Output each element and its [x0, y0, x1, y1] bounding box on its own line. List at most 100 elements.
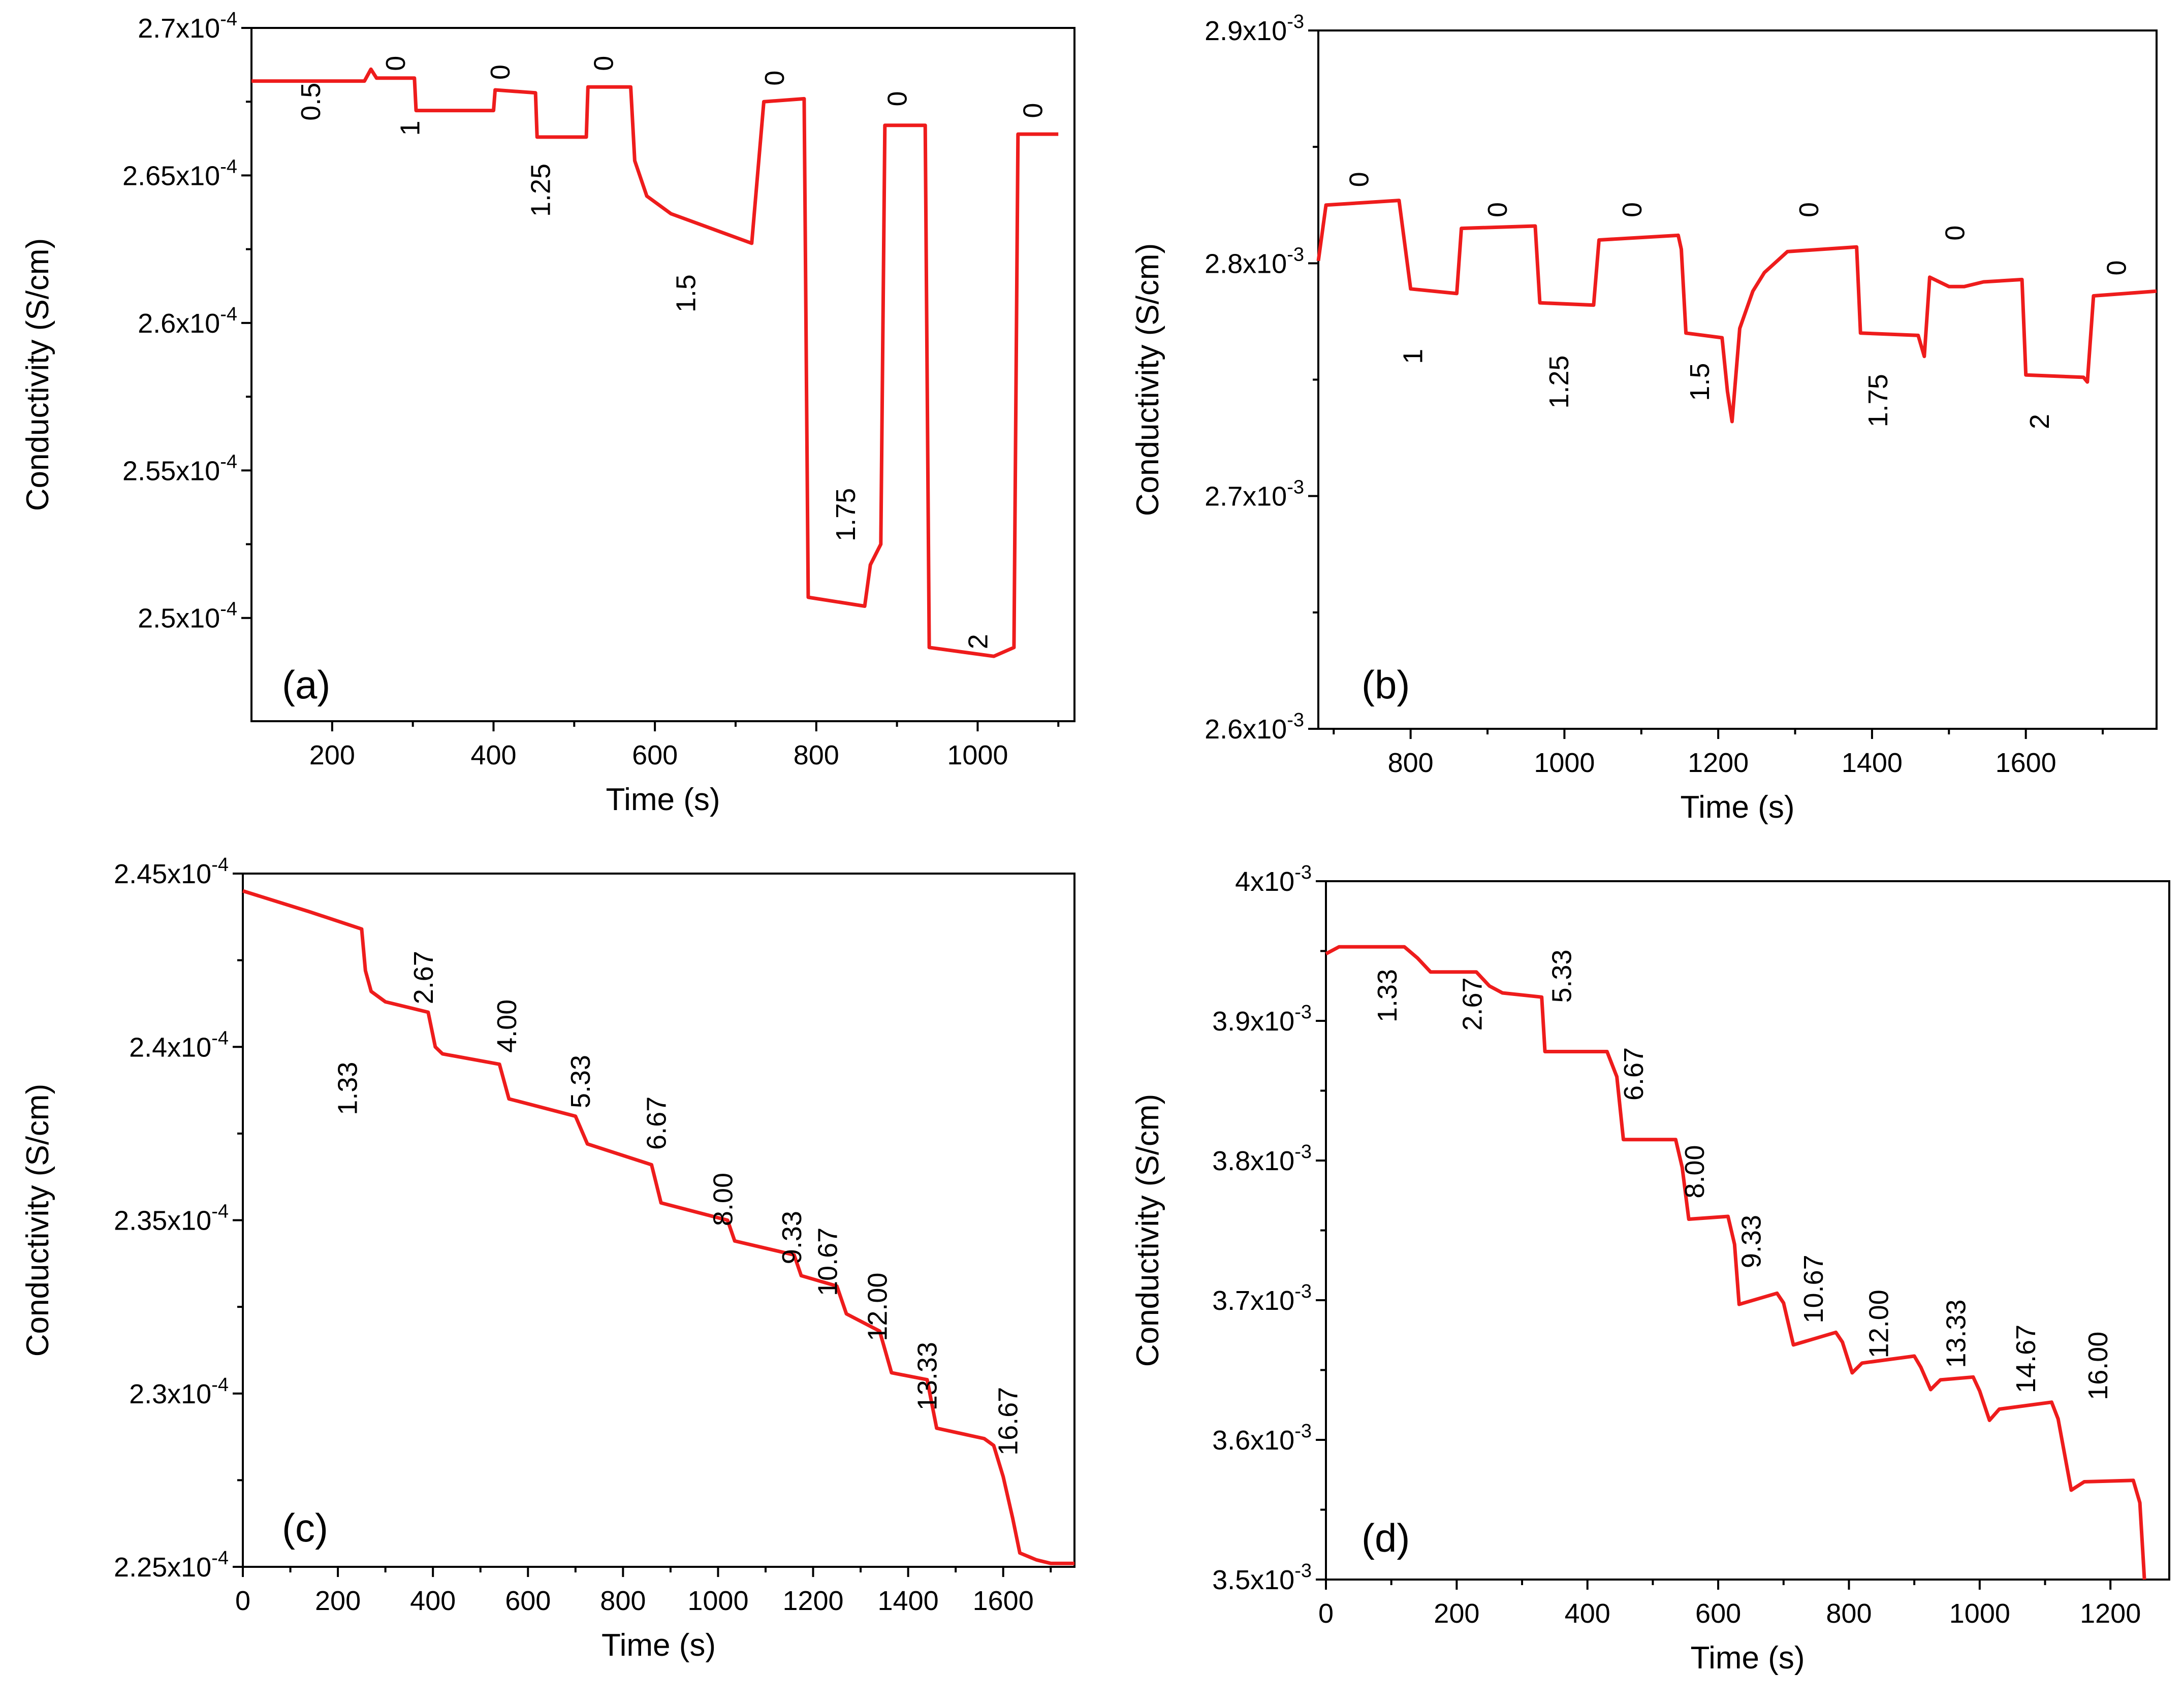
step-annotation: 2 [2024, 414, 2055, 429]
x-axis-title: Time (s) [602, 1628, 716, 1663]
y-axis-title: Conductivity (S/cm) [20, 1084, 55, 1357]
step-annotation: 0 [759, 71, 790, 86]
step-annotation: 5.33 [1547, 949, 1577, 1003]
y-tick-label: 3.9x10-3 [1212, 1002, 1312, 1037]
step-annotation: 1.75 [831, 488, 861, 541]
panel-d: (d) 0 200 400 600 800 1000 1200 3.5x10-3 3.6x10-… [1130, 862, 2170, 1676]
y-tick-label: 2.7x10-4 [138, 9, 237, 44]
step-annotation: 1.5 [1685, 363, 1715, 401]
y-tick-label: 3.7x10-3 [1212, 1281, 1312, 1316]
y-tick-label: 3.6x10-3 [1212, 1421, 1312, 1456]
step-annotation: 9.33 [1736, 1215, 1767, 1268]
y-tick-label: 2.7x10-3 [1205, 477, 1304, 512]
step-annotation: 0 [1018, 103, 1048, 118]
step-annotation: 0 [1794, 202, 1824, 217]
step-annotation: 16.67 [993, 1387, 1024, 1456]
x-axis-title: Time (s) [1681, 790, 1795, 825]
series-line [1316, 199, 2157, 424]
x-tick-label: 200 [315, 1586, 361, 1616]
x-tick-label: 1600 [973, 1586, 1034, 1616]
series-line [242, 889, 1074, 1565]
step-annotation: 6.67 [1619, 1047, 1649, 1101]
step-annotation: 0 [1617, 202, 1648, 217]
step-annotation: 2.67 [408, 951, 439, 1004]
step-annotation: 13.33 [912, 1342, 943, 1410]
x-tick-label: 800 [794, 740, 839, 770]
step-annotation: 1.5 [671, 274, 702, 312]
step-annotation: 1.33 [333, 1062, 363, 1115]
x-tick-label: 400 [470, 740, 516, 770]
x-tick-label: 200 [1434, 1598, 1479, 1629]
step-annotation: 5.33 [565, 1055, 596, 1108]
x-tick-label: 1200 [1688, 748, 1749, 778]
x-tick-label: 1600 [1996, 748, 2056, 778]
step-annotation: 8.00 [708, 1173, 738, 1226]
step-annotation: 0 [485, 65, 516, 80]
panel-c: (c) 0 200 400 600 800 1000 1200 1400 1600 2.25x10… [20, 854, 1075, 1663]
y-tick-label: 2.6x10-3 [1205, 710, 1304, 745]
series-line [251, 67, 1059, 658]
x-tick-label: 1000 [947, 740, 1008, 770]
step-annotation: 1.25 [1544, 356, 1574, 409]
step-annotation: 0 [1940, 226, 1971, 241]
y-tick-label: 2.55x10-4 [122, 451, 237, 486]
x-tick-label: 0 [235, 1586, 250, 1616]
step-annotation: 16.00 [2083, 1332, 2113, 1400]
step-annotation: 1.75 [1863, 374, 1893, 427]
step-annotation: 0 [1482, 202, 1513, 217]
x-tick-label: 600 [632, 740, 678, 770]
panel-d-label: (d) [1362, 1516, 1410, 1560]
series-line [1325, 945, 2146, 1580]
y-tick-label: 3.8x10-3 [1212, 1141, 1312, 1176]
y-tick-label: 3.5x10-3 [1212, 1560, 1312, 1595]
y-tick-label: 2.8x10-3 [1205, 244, 1304, 279]
y-tick-label: 2.6x10-4 [138, 304, 237, 339]
y-tick-label: 2.45x10-4 [114, 854, 229, 889]
x-tick-label: 0 [1318, 1598, 1334, 1629]
step-annotation: 0.5 [296, 83, 326, 121]
step-annotation: 12.00 [1864, 1290, 1894, 1358]
step-annotation: 4.00 [492, 1000, 522, 1053]
y-tick-label: 2.3x10-4 [129, 1374, 229, 1409]
panel-a: (a) 200 400 600 800 10002.5x10-42.55x10-42.6… [20, 9, 1075, 817]
panel-b: (b) 800 1000 1200 1400 1600 2.6x10-3 2.7x10-3 2… [1130, 11, 2158, 825]
step-annotation: 14.67 [2011, 1325, 2041, 1393]
step-annotation: 0 [589, 56, 619, 71]
step-annotation: 10.67 [812, 1228, 843, 1296]
step-annotation: 2 [963, 634, 993, 649]
x-tick-label: 200 [309, 740, 355, 770]
x-tick-label: 1000 [1534, 748, 1595, 778]
x-tick-label: 1400 [878, 1586, 939, 1616]
x-axis-title: Time (s) [1691, 1640, 1805, 1676]
x-tick-label: 600 [1695, 1598, 1741, 1629]
y-tick-label: 4x10-3 [1235, 862, 1312, 897]
x-tick-label: 1000 [687, 1586, 748, 1616]
step-annotation: 0 [2101, 260, 2132, 275]
y-tick-label: 2.25x10-4 [114, 1548, 229, 1583]
step-annotation: 0 [381, 56, 411, 71]
panel-b-label: (b) [1362, 662, 1410, 707]
y-tick-label: 2.35x10-4 [114, 1201, 229, 1236]
x-tick-label: 600 [505, 1586, 551, 1616]
step-annotation: 12.00 [863, 1273, 893, 1341]
panel-c-label: (c) [282, 1505, 328, 1550]
panel-a-label: (a) [282, 662, 330, 707]
y-tick-label: 2.4x10-4 [129, 1027, 229, 1063]
x-tick-label: 400 [410, 1586, 456, 1616]
step-annotation: 1 [395, 120, 425, 136]
y-axis-title: Conductivity (S/cm) [1130, 1094, 1165, 1367]
x-tick-label: 1200 [2080, 1598, 2141, 1629]
plot-frame [250, 27, 1075, 722]
step-annotation: 6.67 [642, 1097, 672, 1150]
step-annotation: 2.67 [1457, 977, 1487, 1031]
x-tick-label: 400 [1565, 1598, 1610, 1629]
step-annotation: 0 [1344, 172, 1374, 187]
x-tick-label: 1400 [1842, 748, 1903, 778]
step-annotation: 0 [882, 91, 913, 106]
x-tick-label: 800 [1388, 748, 1434, 778]
x-tick-label: 800 [600, 1586, 646, 1616]
x-tick-label: 1000 [1949, 1598, 2010, 1629]
y-tick-label: 2.9x10-3 [1205, 11, 1304, 46]
step-annotation: 8.00 [1680, 1145, 1710, 1198]
